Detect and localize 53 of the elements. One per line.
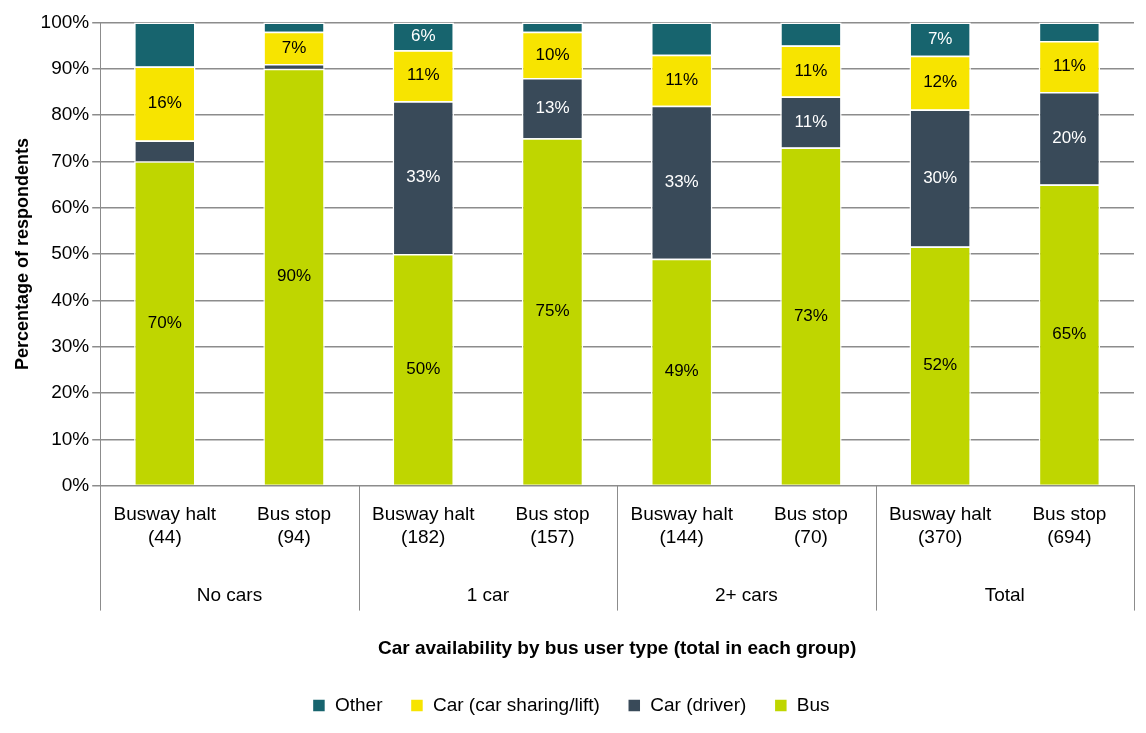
- y-tick-label: 20%: [51, 381, 90, 403]
- data-label: 6%: [410, 25, 436, 45]
- x-tick-label: Busway halt (370): [888, 503, 993, 548]
- data-label: 11%: [794, 111, 828, 131]
- x-tick-label: Bus stop (157): [515, 503, 590, 548]
- x-tick-label: Busway halt (182): [372, 503, 476, 548]
- data-label: 49%: [664, 361, 699, 381]
- data-label: 7%: [281, 37, 307, 57]
- x-tick-label: Bus stop (94): [257, 503, 331, 548]
- data-label: 73%: [793, 305, 828, 325]
- x-axis-title: Car availability by bus user type (total in each group): [377, 636, 857, 658]
- x-tick-label: Bus stop (694): [1032, 503, 1107, 548]
- text: Total: [984, 583, 1025, 605]
- legend-label: Other: [334, 693, 384, 715]
- data-label: 75%: [535, 301, 570, 321]
- data-label: 11%: [1053, 56, 1086, 76]
- data-label: 13%: [535, 97, 570, 117]
- data-label: 70%: [147, 312, 182, 332]
- data-label: 16%: [147, 93, 182, 113]
- data-label: 11%: [794, 60, 828, 80]
- text: No cars: [196, 583, 263, 605]
- x-tick-label: Busway halt (44): [113, 503, 217, 548]
- text: 1 car: [466, 583, 510, 605]
- y-tick-label: 70%: [51, 149, 90, 171]
- y-tick-label: 30%: [51, 334, 90, 356]
- data-label: 7%: [927, 28, 953, 48]
- y-tick-label: 40%: [51, 288, 90, 310]
- data-label: 11%: [406, 65, 440, 85]
- y-tick-label: 90%: [51, 56, 90, 78]
- legend-label: Car (car sharing/lift): [432, 693, 600, 715]
- data-label: 20%: [1052, 127, 1087, 147]
- data-label: 33%: [406, 167, 441, 187]
- x-tick-label: Busway halt (144): [630, 503, 734, 548]
- data-label: 10%: [535, 44, 570, 64]
- data-label: 52%: [923, 355, 958, 375]
- y-tick-label: 50%: [51, 242, 90, 264]
- y-tick-label: 10%: [51, 427, 90, 449]
- y-tick-label: 80%: [51, 103, 90, 125]
- legend-label: Car (driver): [650, 693, 747, 715]
- data-label: 90%: [277, 266, 312, 286]
- data-label: 12%: [923, 72, 958, 92]
- data-label: 33%: [664, 171, 699, 191]
- x-tick-label: Bus stop (70): [773, 503, 848, 548]
- y-tick-label: 60%: [51, 195, 90, 217]
- data-label: 30%: [923, 167, 958, 187]
- data-label: 50%: [406, 359, 441, 379]
- legend-label: Bus: [796, 693, 830, 715]
- y-axis-title: Percentage of respondents: [11, 137, 32, 371]
- data-label: 65%: [1052, 324, 1087, 344]
- text: 2+ cars: [714, 583, 778, 605]
- y-tick-label: 100%: [40, 10, 90, 32]
- data-label: 11%: [665, 69, 699, 89]
- y-tick-label: 0%: [61, 473, 90, 495]
